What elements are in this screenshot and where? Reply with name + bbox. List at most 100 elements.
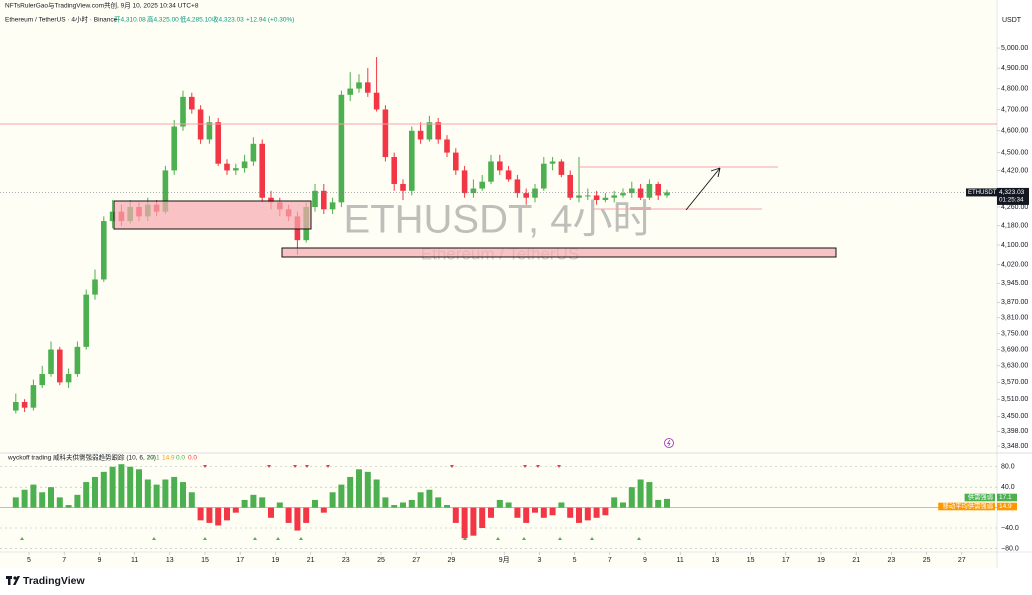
histogram-bar [232,507,239,513]
histogram-bar [655,499,662,508]
histogram-bar [356,469,362,508]
event-icon [664,438,674,448]
histogram-bar [620,502,626,508]
price-axis-background [997,0,1032,568]
histogram-bar [180,482,186,508]
candle-body [162,170,169,212]
x-tick-label: 7 [608,557,612,564]
x-tick-label: 15 [201,557,209,564]
histogram-bar [136,469,142,508]
histogram-bar [602,507,609,516]
indicator-legend-value: 14.9 [162,455,175,462]
y-tick-label: 4,100.00 [1001,242,1028,249]
candle-body [664,192,670,196]
y-tick-label: 5,000.00 [1001,45,1028,52]
x-tick-label: 27 [412,557,420,564]
histogram-bar [21,489,28,508]
histogram-bar [92,476,98,508]
histogram-bar [364,471,371,508]
candle-body [417,130,424,140]
x-tick-label: 11 [131,557,138,564]
histogram-bar [171,476,178,508]
histogram-bar [83,482,90,508]
histogram-bar [285,507,292,523]
candle-body [250,143,257,162]
histogram-bar [303,507,310,523]
candle-body [329,202,336,210]
x-tick-label: 21 [852,557,860,564]
candle-body [180,96,186,127]
histogram-bar [338,484,345,508]
sell-markers [203,465,561,468]
candle-body [593,195,600,201]
header-open: 开4,310.08 [114,16,146,24]
candle-body [382,109,389,158]
y-tick-label: 4,800.00 [1001,85,1028,92]
header-close: 收4,323.03 [212,15,244,24]
candle-body [646,183,653,198]
y-tick-label: 4,180.00 [1001,223,1028,230]
y-tick-label: −80.0 [1001,545,1019,552]
histogram-bar [408,499,415,508]
attribution: NFTsRulerGao与TradingView.com共创, 9月 10, 2… [5,1,199,10]
candle-body [453,152,459,171]
value-tag: 14.9 [999,503,1012,510]
histogram-bar [426,489,433,508]
candle-body [321,190,327,210]
histogram-bar [188,492,195,508]
candle-body [312,190,318,207]
histogram-bar [382,497,389,508]
x-tick-label: 15 [747,557,755,564]
candle-body [444,139,450,153]
candle-body [347,88,353,95]
histogram-bar [576,507,582,523]
x-tick-label: 5 [27,557,31,564]
histogram-bar [30,484,37,508]
candle-body [365,82,371,93]
candle-body [74,346,81,375]
histogram-bar [294,507,301,531]
plot-layer [0,57,997,549]
candle-body [426,122,433,140]
y-tick-label: 3,510.00 [1001,396,1028,403]
candle-body [391,157,397,184]
candle-body [637,188,644,198]
histogram-bar [215,507,222,526]
histogram-bar [197,507,204,521]
y-tick-label: 4,020.00 [1001,261,1028,268]
x-tick-label: 25 [377,557,385,564]
histogram-bar [347,476,354,508]
candle-body [409,130,415,191]
header-high: 高4,325.00 [147,15,179,24]
histogram-bar [532,507,538,513]
histogram-bar [584,507,591,521]
watermark-title: ETHUSDT, 4小时 [344,198,653,242]
histogram-bar [470,507,477,536]
histogram-bar [224,507,230,521]
candle-body [470,188,477,194]
y-tick-label: 3,348.00 [1001,443,1028,450]
indicator-title: wyckoff trading 威科夫供需强弱趋势跟踪 (10, 6, 20) [7,453,156,462]
candle-body [435,122,441,140]
histogram-bar [74,494,81,508]
buy-markers [20,537,641,540]
histogram-bar [611,497,618,508]
y-tick-label: 40.0 [1001,484,1015,491]
y-tick-label: 4,500.00 [1001,149,1028,156]
histogram-bar [206,507,213,523]
histogram-bar [329,492,336,508]
y-tick-label: 3,570.00 [1001,379,1028,386]
y-tick-label: 3,450.00 [1001,413,1028,420]
histogram-bar [567,507,574,518]
histogram-bar [435,497,442,508]
histogram-bar [241,499,248,508]
y-tick-label: 3,750.00 [1001,330,1028,337]
histogram-bar [664,498,670,508]
candle-body [259,143,265,198]
candle-body [620,193,626,196]
x-tick-label: 19 [272,557,280,564]
y-tick-label: −40.0 [1001,525,1019,532]
histogram-bar [320,507,327,513]
countdown: 01:25:34 [999,197,1024,204]
